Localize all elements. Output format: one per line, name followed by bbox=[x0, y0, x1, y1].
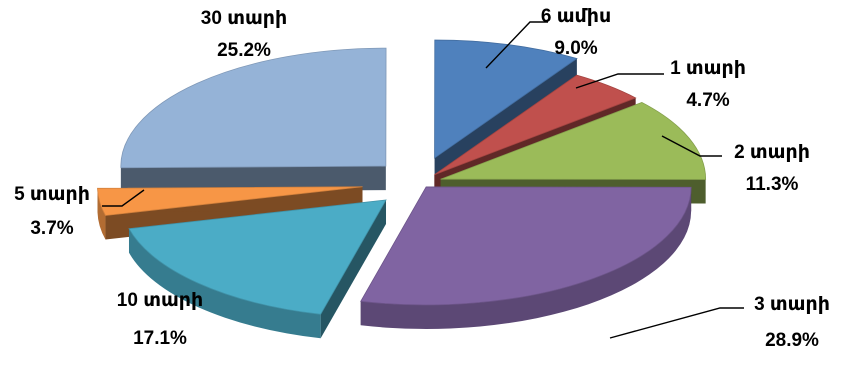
slice-4 bbox=[128, 199, 387, 339]
slice-label-10-years: 10 տարի 17.1% bbox=[117, 290, 203, 349]
slice-name-10-years: 10 տարի bbox=[117, 290, 203, 311]
slice-outer-wall bbox=[128, 228, 321, 339]
slice-side-wall bbox=[320, 199, 387, 339]
slice-name-30-years: 30 տարի bbox=[201, 8, 287, 29]
leader-line bbox=[609, 307, 744, 339]
slice-top-2-տարի bbox=[440, 101, 707, 180]
slice-name-3-years: 3 տարի bbox=[754, 294, 830, 315]
leader-lines bbox=[102, 21, 744, 339]
slice-value-3-years: 28.9% bbox=[765, 330, 819, 351]
slice-top-30-տարի bbox=[120, 47, 387, 169]
slice-value-10-years: 17.1% bbox=[133, 328, 187, 349]
slice-value-1-year: 4.7% bbox=[686, 90, 729, 111]
slice-label-1-year: 1 տարի 4.7% bbox=[670, 58, 746, 111]
slice-label-3-years: 3 տարի 28.9% bbox=[754, 294, 830, 351]
slice-name-5-years: 5 տարի bbox=[14, 184, 90, 205]
slice-name-6-months: 6 ամիս bbox=[541, 6, 611, 27]
slice-value-5-years: 3.7% bbox=[30, 218, 73, 239]
slice-outer-wall bbox=[97, 188, 106, 240]
slice-label-2-years: 2 տարի 11.3% bbox=[734, 142, 810, 195]
slice-3 bbox=[360, 186, 692, 329]
slice-top-5-տարի bbox=[97, 186, 363, 216]
slice-top-10-տարի bbox=[128, 199, 387, 315]
slice-side-wall bbox=[120, 166, 386, 192]
slice-outer-wall bbox=[360, 187, 692, 329]
slice-top-1-տարի bbox=[434, 74, 637, 176]
slice-name-2-years: 2 տարի bbox=[734, 142, 810, 163]
slice-name-1-year: 1 տարի bbox=[670, 58, 746, 79]
slice-value-2-years: 11.3% bbox=[746, 174, 799, 195]
slice-label-5-years: 5 տարի 3.7% bbox=[14, 184, 90, 239]
leader-line bbox=[485, 21, 548, 69]
slice-label-6-months: 6 ամիս 9.0% bbox=[541, 6, 611, 59]
slice-value-30-years: 25.2% bbox=[217, 40, 271, 61]
slice-label-30-years: 30 տարի 25.2% bbox=[201, 8, 287, 61]
leader-line bbox=[575, 73, 664, 89]
leader-line bbox=[661, 135, 722, 157]
slice-5 bbox=[97, 186, 363, 240]
slice-top-3-տարի bbox=[360, 186, 692, 306]
pie-slices bbox=[97, 39, 707, 339]
slice-value-6-months: 9.0% bbox=[554, 38, 597, 59]
slice-6 bbox=[120, 47, 387, 192]
leader-line bbox=[102, 189, 145, 207]
